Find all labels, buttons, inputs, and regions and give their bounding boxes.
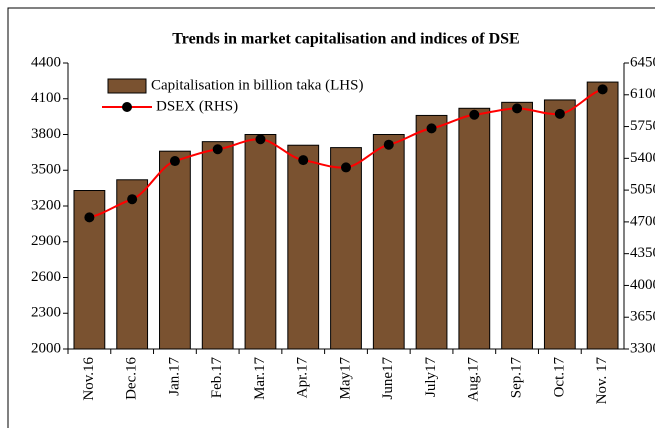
y2-tick-label: 5750 [630,118,655,134]
y2-tick-label: 4350 [630,245,655,261]
bar [201,141,234,350]
bar [159,150,191,350]
bar [458,107,491,350]
y-tick-label: 2000 [31,340,61,356]
dsex-point [341,162,351,173]
x-tick-label: Dec.16 [124,357,140,400]
x-tick-label: Feb.17 [209,357,225,399]
y-tick-label: 2300 [31,305,61,321]
y2-tick-label: 4700 [630,213,655,229]
y-tick-label: 3200 [31,197,61,213]
x-tick-label: Mar.17 [252,357,268,400]
chart-title: Trends in market capitalisation and indi… [172,31,519,48]
bar [116,179,149,350]
bar [287,144,320,350]
y-tick-label: 4100 [31,90,61,106]
y2-tick-label: 6450 [630,54,655,70]
bar [543,99,576,350]
dsex-point [383,139,394,150]
frame [7,7,655,428]
y2-tick-label: 5050 [630,182,655,198]
dsex-point [169,156,180,167]
bar [415,114,448,350]
x-tick-label: Nov.16 [81,357,97,401]
x-tick-label: Oct.17 [551,357,567,398]
x-tick-label: Sep.17 [509,357,525,399]
dsex-point [84,212,95,223]
x-tick-label: June17 [380,357,396,400]
x-tick-label: July17 [423,357,439,398]
dsex-point [255,134,266,145]
dsex-point [127,194,138,205]
y-tick-label: 3500 [31,162,61,178]
bar [244,134,277,350]
y-tick-label: 2600 [31,269,61,285]
y2-tick-label: 3300 [630,340,655,356]
bar [330,147,362,350]
legend-label: DSEX (RHS) [156,98,238,114]
x-tick-label: Nov. 17 [594,357,610,405]
dsex-point [212,144,223,155]
legend-marker [122,102,132,112]
y-tick-label: 3800 [31,126,61,142]
y-tick-label: 2900 [31,233,61,249]
y2-tick-label: 3650 [630,309,655,325]
bar [586,81,619,350]
x-tick-label: Jan.17 [166,357,182,396]
y2-tick-label: 4000 [630,277,655,293]
x-tick-label: Aug.17 [466,357,482,402]
dsex-point [298,155,309,166]
legend-label: Capitalisation in billion taka (LHS) [151,77,363,93]
y-tick-label: 4400 [31,54,61,70]
x-tick-label: May17 [337,357,353,400]
y2-tick-label: 6100 [630,86,655,102]
x-tick-label: Apr.17 [295,357,311,399]
bar [501,101,533,350]
dsex-point [426,123,437,134]
legend-swatch [107,78,147,94]
dsex-point [597,84,608,95]
bar [372,134,405,350]
dsex-point [469,109,480,120]
dsex-point [554,108,565,119]
dsex-point [512,103,523,114]
